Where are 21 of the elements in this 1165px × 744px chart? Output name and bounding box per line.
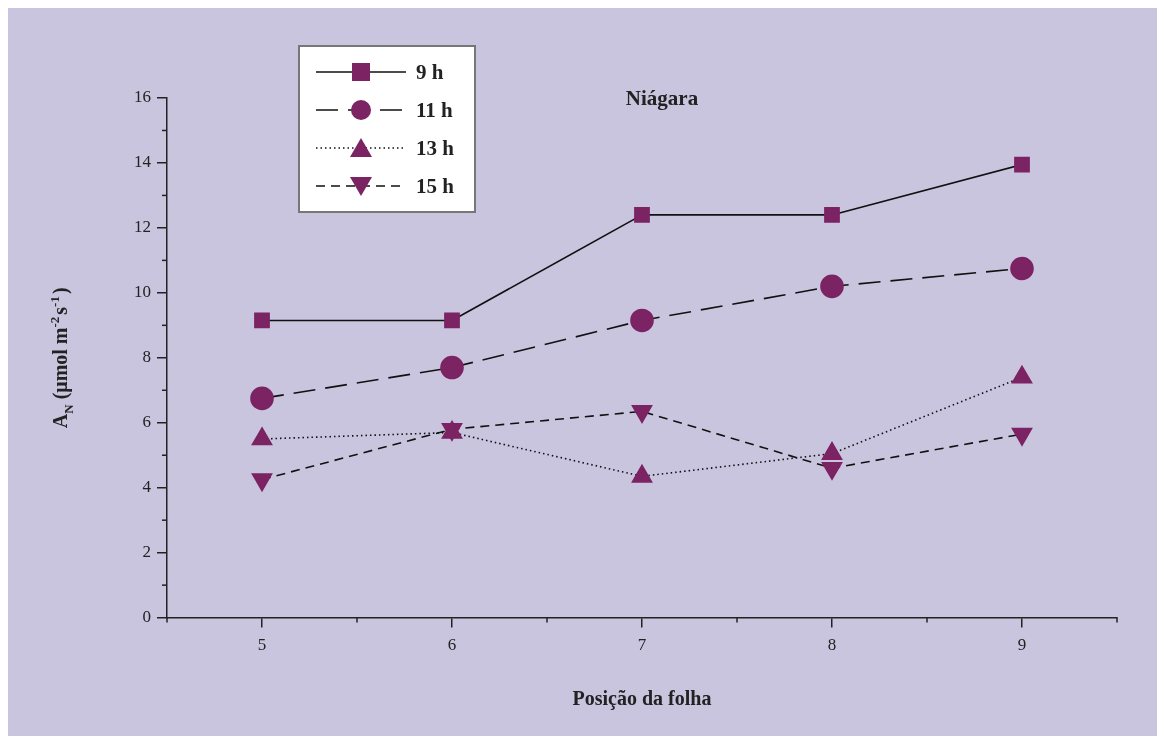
y-tick-label: 8 [142,347,151,367]
x-tick-label: 8 [827,635,837,655]
x-tick-label: 7 [637,635,647,655]
x-tick-label: 9 [1017,635,1027,655]
y-tick-label: 2 [142,542,151,562]
y-tick-label: 12 [134,217,151,237]
y-tick-label: 16 [134,87,151,107]
y-tick-label: 10 [134,282,151,302]
chart-title: Niágara [625,86,699,111]
x-axis-title: Posição da folha [572,687,712,711]
y-axis-title: AN (μmol m-2s-1) [47,287,76,429]
x-tick-label: 6 [447,635,457,655]
y-tick-label: 6 [142,412,151,432]
y-tick-label: 4 [142,477,152,497]
legend-label: 15 h [416,173,454,199]
legend-label: 13 h [416,135,454,161]
legend-label: 11 h [416,97,453,123]
y-tick-label: 0 [142,607,151,627]
y-tick-label: 14 [134,152,152,172]
x-tick-label: 5 [257,635,267,655]
legend-label: 9 h [416,59,444,85]
